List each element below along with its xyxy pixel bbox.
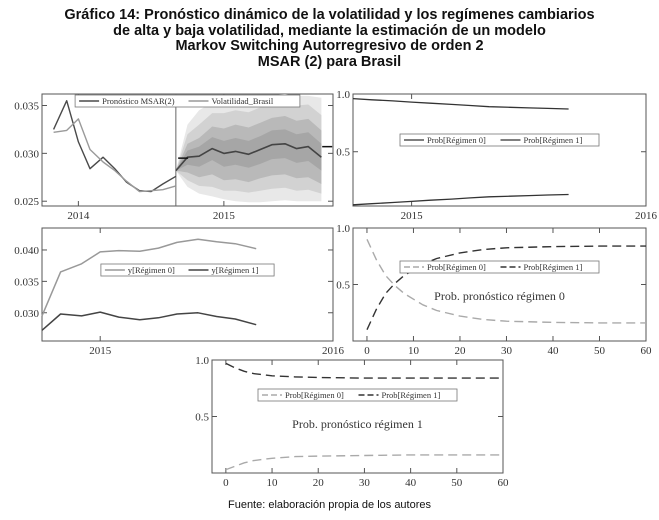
plot-frame (352, 93, 647, 207)
legend-label: Prob[Régimen 0] (285, 390, 344, 400)
legend-label: y[Régimen 0] (128, 265, 175, 275)
y-tick-label: 0.030 (14, 148, 39, 160)
title-line-2: de alta y baja volatilidad, mediante la … (113, 22, 546, 39)
legend-label: y[Régimen 1] (212, 265, 259, 275)
y-tick-label: 0.035 (14, 276, 39, 288)
title-line-1: Gráfico 14: Pronóstico dinámico de la vo… (64, 7, 595, 23)
x-tick-label: 2015 (401, 210, 424, 222)
y-tick-label: 0.035 (14, 100, 39, 112)
legend-box (74, 94, 301, 108)
title-line-3: Markov Switching Autorregresivo de orden… (175, 38, 484, 55)
series-line (366, 245, 646, 330)
figure-panels: 0.025 0.030 0.035 2014 2015 Pronóstico MSAR(2… (14, 89, 657, 489)
series-line (53, 118, 177, 193)
plot-frame (41, 93, 334, 207)
y-tick-label: 0.5 (336, 280, 350, 292)
legend-label: Prob[Régimen 1] (524, 262, 583, 272)
x-tick-label: 40 (405, 477, 417, 489)
legend-box (399, 133, 600, 147)
forecast-band (175, 129, 322, 171)
series-line (352, 193, 569, 206)
x-tick-label: 2016 (635, 210, 658, 222)
x-tick-label: 0 (223, 477, 229, 489)
series-line (52, 99, 177, 193)
legend-label: Volatilidad_Brasil (212, 96, 274, 106)
x-tick-label: 20 (454, 345, 466, 357)
y-tick-label: 1.0 (336, 89, 350, 101)
x-tick-label: 40 (547, 345, 559, 357)
x-tick-label: 60 (498, 477, 510, 489)
legend-label: Prob[Régimen 0] (427, 135, 486, 145)
y-tick-label: 0.5 (336, 147, 350, 159)
panel-regime-probs: 0.5 1.0 2015 2016 Prob[Régimen 0] Prob[Régime… (336, 89, 657, 222)
series-line (41, 238, 257, 317)
y-tick-label: 0.040 (14, 245, 39, 257)
x-tick-label: 2016 (322, 345, 345, 357)
series-line (352, 97, 569, 110)
x-tick-label: 30 (501, 345, 513, 357)
title-line-4: MSAR (2) para Brasil (257, 53, 402, 70)
x-tick-label: 20 (313, 477, 325, 489)
x-tick-label: 50 (594, 345, 606, 357)
panel-forecast-prob-regime0: 0.5 1.0 0 10 20 30 40 50 60 Prob[Régimen 0] Prob[R… (336, 223, 652, 357)
legend-label: Pronóstico MSAR(2) (102, 96, 175, 106)
series-line (175, 143, 322, 172)
x-tick-label: 2015 (89, 345, 112, 357)
x-tick-label: 10 (408, 345, 420, 357)
panel-annotation: Prob. pronóstico régimen 1 (292, 417, 423, 431)
series-line (225, 362, 503, 379)
panel-forecast-prob-regime1: 0.5 1.0 0 10 20 30 40 50 60 Prob[Régimen 0] Prob[R… (195, 355, 509, 489)
x-tick-label: 10 (267, 477, 279, 489)
x-tick-label: 0 (364, 345, 370, 357)
x-tick-label: 50 (451, 477, 463, 489)
plot-frame (41, 227, 334, 342)
y-tick-label: 0.5 (195, 412, 209, 424)
legend-box (100, 263, 275, 277)
panel-annotation: Prob. pronóstico régimen 0 (434, 289, 565, 303)
series-line (366, 239, 646, 324)
y-tick-label: 1.0 (195, 355, 209, 367)
x-tick-label: 2015 (213, 210, 236, 222)
legend-label: Prob[Régimen 1] (524, 135, 583, 145)
series-line (41, 311, 257, 331)
legend-label: Prob[Régimen 1] (382, 390, 441, 400)
chart-title: Gráfico 14: Pronóstico dinámico de la vo… (0, 7, 659, 70)
panel-forecast: 0.025 0.030 0.035 2014 2015 Pronóstico MSAR(2… (14, 93, 334, 222)
y-tick-label: 0.030 (14, 308, 39, 320)
plot-frame (352, 227, 647, 342)
series-line (225, 454, 503, 471)
legend-box (399, 260, 600, 274)
x-tick-label: 60 (641, 345, 653, 357)
panel-regime-levels: 0.030 0.035 0.040 2015 2016 y[Régimen 0] y[Rég… (14, 227, 345, 357)
legend-box (257, 388, 458, 402)
y-tick-label: 1.0 (336, 223, 350, 235)
x-tick-label: 2014 (67, 210, 90, 222)
legend-label: Prob[Régimen 0] (427, 262, 486, 272)
x-tick-label: 30 (359, 477, 371, 489)
source-note: Fuente: elaboración propia de los autore… (227, 499, 432, 511)
y-tick-label: 0.025 (14, 196, 39, 208)
